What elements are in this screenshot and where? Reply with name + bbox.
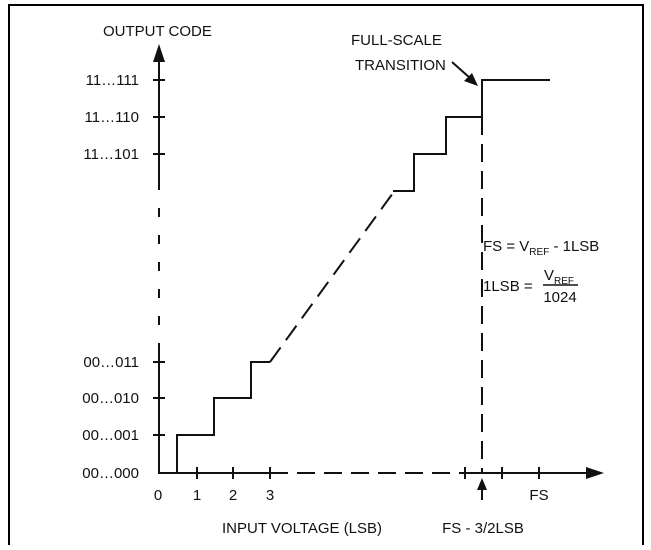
y-tick-label: 00…001 — [82, 427, 139, 444]
lower-staircase — [176, 361, 270, 473]
x-tick-label-fs-minus: FS - 3/2LSB — [442, 520, 524, 537]
frame — [8, 4, 644, 545]
annotation-line-1: FULL-SCALE — [351, 32, 442, 49]
x-tick-label-2: 2 — [229, 487, 237, 504]
y-tick-label: 11…110 — [85, 109, 140, 126]
x-tick-label-1: 1 — [193, 487, 201, 504]
x-tick-label-0: 0 — [154, 487, 162, 504]
formula-frac-num: VREF — [544, 267, 574, 287]
dashed-diagonal — [269, 192, 394, 363]
formula-fs: FS = VREF - 1LSB — [483, 238, 599, 258]
y-tick-label: 11…101 — [83, 146, 139, 163]
y-tick-labels: 00…000 00…001 00…010 00…011 11…101 11…11… — [82, 72, 139, 482]
x-tick-label-fs: FS — [529, 487, 548, 504]
annotation-line-2: TRANSITION — [355, 57, 446, 74]
callout-arrow-head — [464, 73, 478, 86]
y-tick-marks — [153, 79, 165, 436]
y-tick-label: 00…010 — [82, 390, 139, 407]
formula-frac-den: 1024 — [543, 289, 576, 306]
callout-arrow-line — [451, 61, 471, 79]
formula-lsb-lhs: 1LSB = — [483, 278, 533, 295]
upper-staircase — [393, 79, 550, 192]
y-tick-label: 11…111 — [86, 72, 139, 89]
y-tick-label: 00…000 — [82, 465, 139, 482]
x-tick-marks — [196, 467, 540, 479]
x-tick-label-3: 3 — [266, 487, 274, 504]
y-axis-arrow — [153, 44, 165, 62]
x-axis-title: INPUT VOLTAGE (LSB) — [222, 520, 382, 537]
x-tick-labels: 0 1 2 3 FS FS - 3/2LSB — [154, 487, 549, 537]
y-tick-label: 00…011 — [83, 354, 139, 371]
x-axis-arrow — [586, 467, 604, 479]
fs-minus-arrow-head — [477, 478, 487, 490]
y-axis-title: OUTPUT CODE — [103, 23, 212, 40]
